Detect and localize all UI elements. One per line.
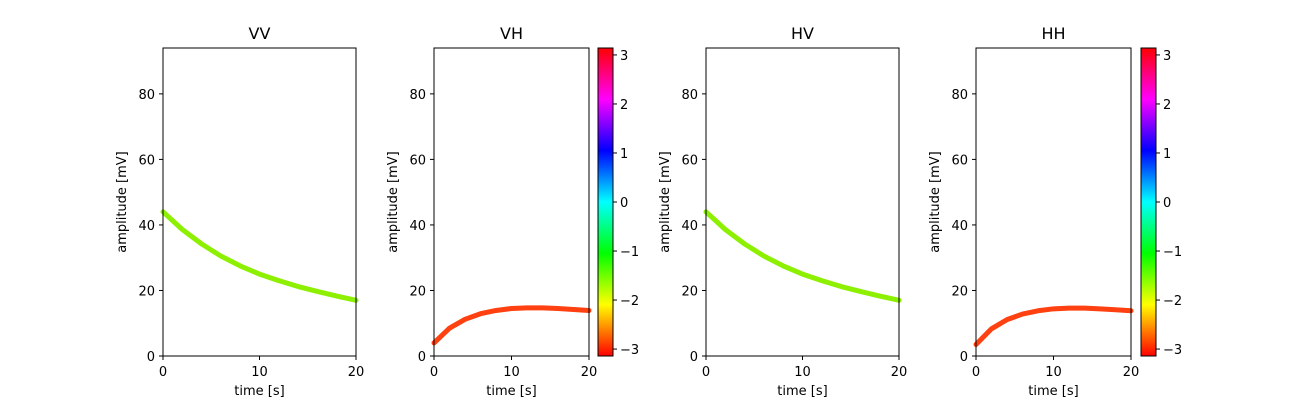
x-tick-label: 10 — [794, 365, 811, 380]
y-tick-label: 40 — [138, 219, 155, 234]
x-tick-label: 10 — [503, 365, 520, 380]
colorbar-tick-label: 2 — [620, 98, 628, 113]
y-tick-label: 0 — [418, 350, 426, 365]
y-tick-label: 20 — [681, 284, 698, 299]
panel-title: VH — [500, 24, 523, 43]
x-tick-label: 20 — [348, 365, 365, 380]
x-tick-label: 0 — [430, 365, 438, 380]
y-tick-label: 40 — [951, 219, 968, 234]
y-tick-label: 20 — [138, 284, 155, 299]
y-axis-label: amplitude [mV] — [658, 151, 673, 253]
colorbar: 3 2 1 0 −1 −2 −3 — [597, 47, 639, 358]
x-axis-label: time [s] — [1028, 384, 1078, 399]
x-axis-label: time [s] — [777, 384, 827, 399]
x-axis-label: time [s] — [486, 384, 536, 399]
x-tick-label: 10 — [251, 365, 268, 380]
y-tick-label: 60 — [951, 153, 968, 168]
y-tick-label: 60 — [681, 153, 698, 168]
y-tick-label: 80 — [138, 88, 155, 103]
y-tick-label: 80 — [681, 88, 698, 103]
colorbar-tick-label: −1 — [620, 245, 639, 260]
colorbar-tick-label: 3 — [620, 49, 628, 64]
plot-frame — [705, 47, 900, 357]
colorbar-tick-label: 1 — [620, 147, 628, 162]
y-tick-label: 80 — [951, 88, 968, 103]
panel-title: VV — [249, 24, 271, 43]
colorbar-tick-label: −2 — [1163, 294, 1182, 309]
colorbar-tick-label: −1 — [1163, 245, 1182, 260]
colorbar-tick-label: 1 — [1163, 147, 1171, 162]
colorbar-tick-label: −2 — [620, 294, 639, 309]
x-axis-label: time [s] — [234, 384, 284, 399]
y-tick-label: 60 — [409, 153, 426, 168]
y-tick-label: 60 — [138, 153, 155, 168]
y-axis-label: amplitude [mV] — [928, 151, 943, 253]
y-tick-label: 0 — [960, 350, 968, 365]
colorbar-tick-label: 0 — [1163, 196, 1171, 211]
panel-title: HV — [791, 24, 814, 43]
x-tick-label: 20 — [891, 365, 908, 380]
y-tick-label: 20 — [951, 284, 968, 299]
y-tick-label: 40 — [409, 219, 426, 234]
panel-vv: 0 10 20 0 20 40 60 80 VV time [s] amplitude [mV] — [115, 24, 364, 399]
series-line — [703, 209, 902, 303]
colorbar-gradient — [597, 47, 614, 357]
series-line — [160, 209, 359, 303]
y-axis-label: amplitude [mV] — [386, 151, 401, 253]
plot-frame — [162, 47, 357, 357]
colorbar-tick-label: 0 — [620, 196, 628, 211]
x-tick-label: 0 — [702, 365, 710, 380]
y-tick-label: 0 — [690, 350, 698, 365]
x-tick-label: 20 — [581, 365, 598, 380]
series-line — [973, 305, 1134, 348]
colorbar-tick-label: −3 — [620, 343, 639, 358]
colorbar: 3 2 1 0 −1 −2 −3 — [1140, 47, 1182, 358]
x-tick-label: 10 — [1045, 365, 1062, 380]
y-tick-label: 20 — [409, 284, 426, 299]
y-tick-label: 80 — [409, 88, 426, 103]
y-tick-label: 40 — [681, 219, 698, 234]
y-axis-label: amplitude [mV] — [115, 151, 130, 253]
colorbar-gradient — [1140, 47, 1157, 357]
colorbar-tick-label: 2 — [1163, 98, 1171, 113]
colorbar-tick-label: −3 — [1163, 343, 1182, 358]
panel-title: HH — [1041, 24, 1065, 43]
x-tick-label: 0 — [159, 365, 167, 380]
series-line — [431, 305, 592, 346]
x-tick-label: 20 — [1123, 365, 1140, 380]
y-tick-label: 0 — [147, 350, 155, 365]
x-tick-label: 0 — [972, 365, 980, 380]
panel-hv: 0 10 20 0 20 40 60 80 HV time [s] amplitude [mV] — [658, 24, 907, 399]
colorbar-tick-label: 3 — [1163, 49, 1171, 64]
